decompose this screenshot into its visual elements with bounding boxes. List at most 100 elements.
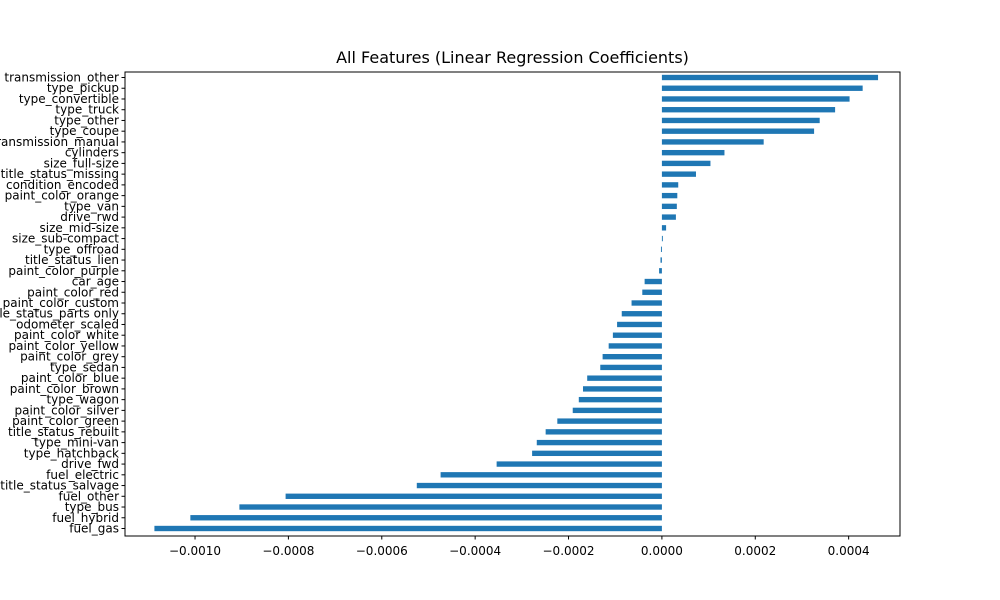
bar-size-sub-compact — [661, 235, 663, 242]
bar-condition-encoded — [661, 182, 679, 188]
y-tick-label: paint_color_red — [27, 285, 119, 299]
bar-type-van — [661, 203, 677, 210]
x-tick-label: −0.0010 — [169, 544, 221, 558]
x-tick-label: 0.0000 — [641, 544, 683, 558]
y-tick-label: type_truck — [55, 103, 119, 117]
y-tick-label: type_sedan — [50, 360, 119, 374]
y-tick-label: odometer_scaled — [16, 317, 119, 331]
y-tick-label: paint_color_brown — [10, 382, 119, 396]
y-tick-label: paint_color_green — [12, 414, 119, 428]
bar-type-pickup — [661, 85, 863, 91]
y-tick-label: car_age — [72, 275, 119, 289]
y-tick-label: paint_color_orange — [5, 189, 119, 203]
bar-fuel-other — [285, 493, 662, 499]
y-tick-label: type_convertible — [19, 92, 119, 106]
bar-paint-color-white — [612, 332, 662, 338]
bar-cylinders — [661, 149, 725, 156]
bar-type-convertible — [661, 96, 850, 102]
bar-paint-color-grey — [602, 354, 662, 360]
y-tick-label: title_status_rebuilt — [8, 425, 119, 439]
plot-frame — [124, 71, 901, 537]
y-tick-label: cylinders — [65, 146, 119, 160]
bar-title-status-rebuilt — [545, 429, 662, 435]
bar-size-mid-size — [661, 225, 667, 231]
y-tick-label: fuel_hybrid — [52, 511, 119, 525]
bar-type-other — [661, 117, 820, 124]
bar-fuel-gas — [154, 525, 662, 532]
bar-fuel-electric — [440, 472, 662, 478]
x-tick-label: −0.0006 — [356, 544, 408, 558]
y-tick-label: paint_color_yellow — [9, 339, 120, 353]
y-tick-label: type_van — [64, 199, 119, 213]
y-tick-label: size_mid-size — [39, 221, 119, 235]
bar-title-status-missing — [661, 171, 696, 177]
y-tick-label: fuel_gas — [69, 522, 119, 536]
bar-paint-color-green — [557, 418, 662, 424]
bar-size-full-size — [661, 160, 711, 167]
y-tick-label: fuel_electric — [46, 468, 119, 482]
bars-group — [154, 74, 879, 532]
y-tick-label: paint_color_purple — [8, 264, 119, 278]
y-tick-group: transmission_othertype_pickuptype_conver… — [0, 71, 125, 536]
y-tick-label: title_status_lien — [25, 253, 119, 267]
y-tick-label: type_other — [54, 113, 119, 127]
y-tick-label: drive_fwd — [61, 457, 119, 471]
y-tick-label: type_mini-van — [34, 436, 119, 450]
y-tick-label: transmission_manual — [0, 135, 119, 149]
bar-type-bus — [239, 504, 662, 510]
bar-paint-color-silver — [572, 407, 662, 414]
y-tick-label: type_wagon — [46, 393, 119, 407]
y-tick-label: title_status_parts only — [0, 307, 119, 321]
y-tick-label: paint_color_grey — [20, 350, 119, 364]
bar-type-sedan — [600, 364, 662, 371]
bar-odometer-scaled — [617, 321, 662, 328]
bar-transmission-other — [661, 74, 879, 81]
bar-type-wagon — [578, 396, 662, 403]
bar-paint-color-brown — [582, 386, 662, 392]
bar-paint-color-red — [642, 289, 662, 295]
y-tick-label: paint_color_custom — [3, 296, 119, 310]
bar-paint-color-orange — [661, 192, 678, 199]
y-tick-label: drive_rwd — [60, 210, 119, 224]
bar-paint-color-blue — [587, 375, 662, 381]
y-tick-label: title_status_missing — [1, 167, 119, 181]
bar-type-mini-van — [536, 439, 662, 446]
x-tick-label: 0.0004 — [828, 544, 870, 558]
y-tick-label: paint_color_silver — [14, 403, 119, 417]
bar-transmission-manual — [661, 139, 764, 145]
bar-drive-rwd — [661, 214, 676, 220]
bar-car-age — [644, 278, 662, 285]
y-tick-label: size_sub-compact — [12, 232, 119, 246]
y-tick-label: type_bus — [65, 500, 119, 514]
bar-fuel-hybrid — [190, 515, 662, 521]
bar-title-status-salvage — [416, 482, 662, 489]
bar-title-status-lien — [660, 257, 662, 263]
bar-type-offroad — [660, 246, 662, 252]
bar-type-truck — [661, 107, 836, 113]
y-tick-label: condition_encoded — [6, 178, 119, 192]
y-tick-label: type_pickup — [47, 81, 119, 95]
bar-type-hatchback — [532, 450, 662, 457]
y-tick-label: type_hatchback — [24, 446, 119, 460]
y-tick-label: paint_color_white — [14, 328, 119, 342]
y-tick-label: transmission_other — [4, 71, 119, 85]
y-tick-label: title_status_salvage — [0, 479, 119, 493]
bar-title-status-parts-only — [621, 311, 662, 317]
y-tick-label: fuel_other — [58, 489, 119, 503]
x-tick-label: −0.0008 — [262, 544, 314, 558]
bar-paint-color-custom — [631, 300, 662, 306]
bar-type-coupe — [661, 128, 815, 134]
bar-paint-color-yellow — [608, 343, 662, 349]
x-tick-label: −0.0004 — [449, 544, 501, 558]
bar-paint-color-purple — [659, 268, 662, 274]
x-tick-group: −0.0010 −0.0008 −0.0006 −0.0004 −0.0002 0.000… — [169, 536, 870, 558]
chart-title: All Features (Linear Regression Coeffici… — [336, 48, 689, 67]
x-tick-label: −0.0002 — [543, 544, 595, 558]
x-tick-label: 0.0002 — [734, 544, 776, 558]
bar-drive-fwd — [496, 461, 662, 467]
y-tick-label: size_full-size — [44, 156, 119, 170]
y-tick-label: type_offroad — [44, 242, 119, 256]
y-tick-label: type_coupe — [50, 124, 119, 138]
y-tick-label: paint_color_blue — [21, 371, 119, 385]
